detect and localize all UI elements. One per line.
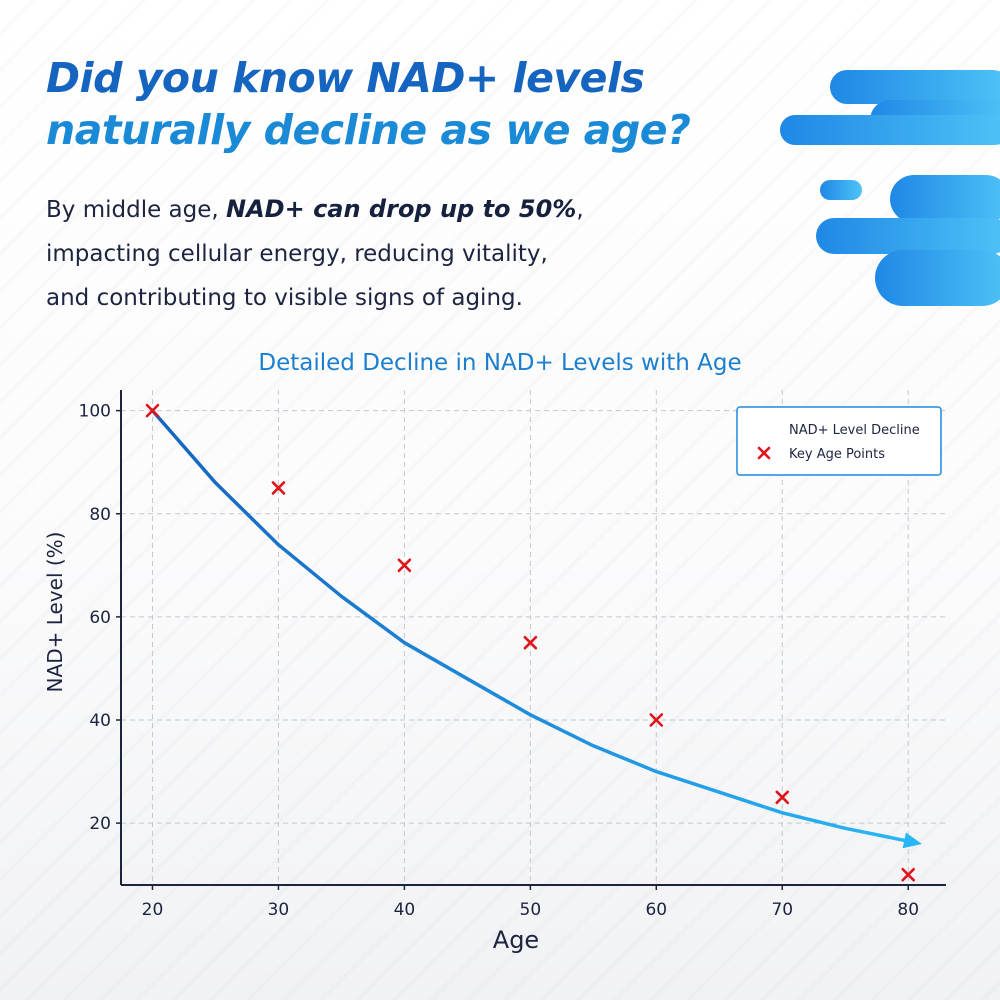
tick-labels: 20 30 40 50 60 70 80 20 40 60 80 100 (79, 402, 919, 920)
decorative-wave-graphic (780, 70, 1000, 306)
intro-line-3: and contributing to visible signs of agi… (46, 285, 523, 311)
key-age-point (397, 558, 412, 573)
decline-curve (150, 408, 910, 843)
arrow-head (902, 832, 922, 849)
key-age-point (901, 867, 916, 882)
chart-title: Detailed Decline in NAD+ Levels with Age (258, 350, 741, 376)
decor-bar-top (830, 70, 1000, 104)
key-age-point (775, 790, 790, 805)
intro-prefix: By middle age, (46, 197, 227, 223)
decor-bar-long (780, 115, 1000, 145)
x-axis-label: Age (493, 926, 539, 954)
x-tick-label: 70 (771, 900, 793, 920)
y-axis-label: NAD+ Level (%) (43, 532, 67, 693)
nad-decline-chart: Detailed Decline in NAD+ Levels with Age… (43, 350, 946, 954)
key-age-point (649, 713, 664, 727)
legend-label: Key Age Points (789, 447, 885, 462)
y-tick-label: 60 (89, 608, 111, 628)
decor-bar-bottom (875, 250, 1000, 306)
chart-legend: NAD+ Level Decline Key Age Points (736, 406, 942, 476)
key-age-point (145, 403, 160, 418)
x-tick-label: 50 (520, 900, 542, 920)
headline-line-2: naturally decline as we age? (46, 106, 691, 154)
data-series (145, 403, 922, 882)
x-tick-label: 40 (394, 900, 416, 920)
headline: Did you know NAD+ levels naturally decli… (46, 52, 806, 156)
intro-paragraph: By middle age, NAD+ can drop up to 50%, … (46, 187, 766, 320)
x-tick-label: 20 (142, 900, 164, 920)
key-age-point (271, 481, 286, 495)
legend-box (736, 406, 942, 476)
y-tick-label: 100 (79, 402, 111, 422)
legend-label: NAD+ Level Decline (789, 423, 920, 438)
key-age-point (523, 635, 538, 650)
decor-bar-upper (870, 100, 1000, 140)
x-tick-label: 80 (897, 900, 919, 920)
x-tick-label: 60 (645, 900, 667, 920)
intro-line-1-end: , (576, 197, 584, 223)
y-tick-label: 80 (89, 505, 111, 525)
intro-line-2: impacting cellular energy, reducing vita… (46, 241, 548, 267)
x-tick-label: 30 (268, 900, 290, 920)
intro-emphasis: NAD+ can drop up to 50% (226, 195, 577, 223)
decor-pill-small (820, 180, 862, 200)
headline-line-1: Did you know NAD+ levels (46, 54, 645, 102)
grid-lines (121, 390, 946, 885)
y-tick-label: 40 (89, 711, 111, 731)
decor-bar-wide (816, 218, 1000, 254)
legend-marker-swatch (757, 446, 771, 460)
decor-bar-mid (890, 175, 1000, 223)
y-tick-label: 20 (89, 814, 111, 834)
chart-axes (120, 390, 946, 886)
